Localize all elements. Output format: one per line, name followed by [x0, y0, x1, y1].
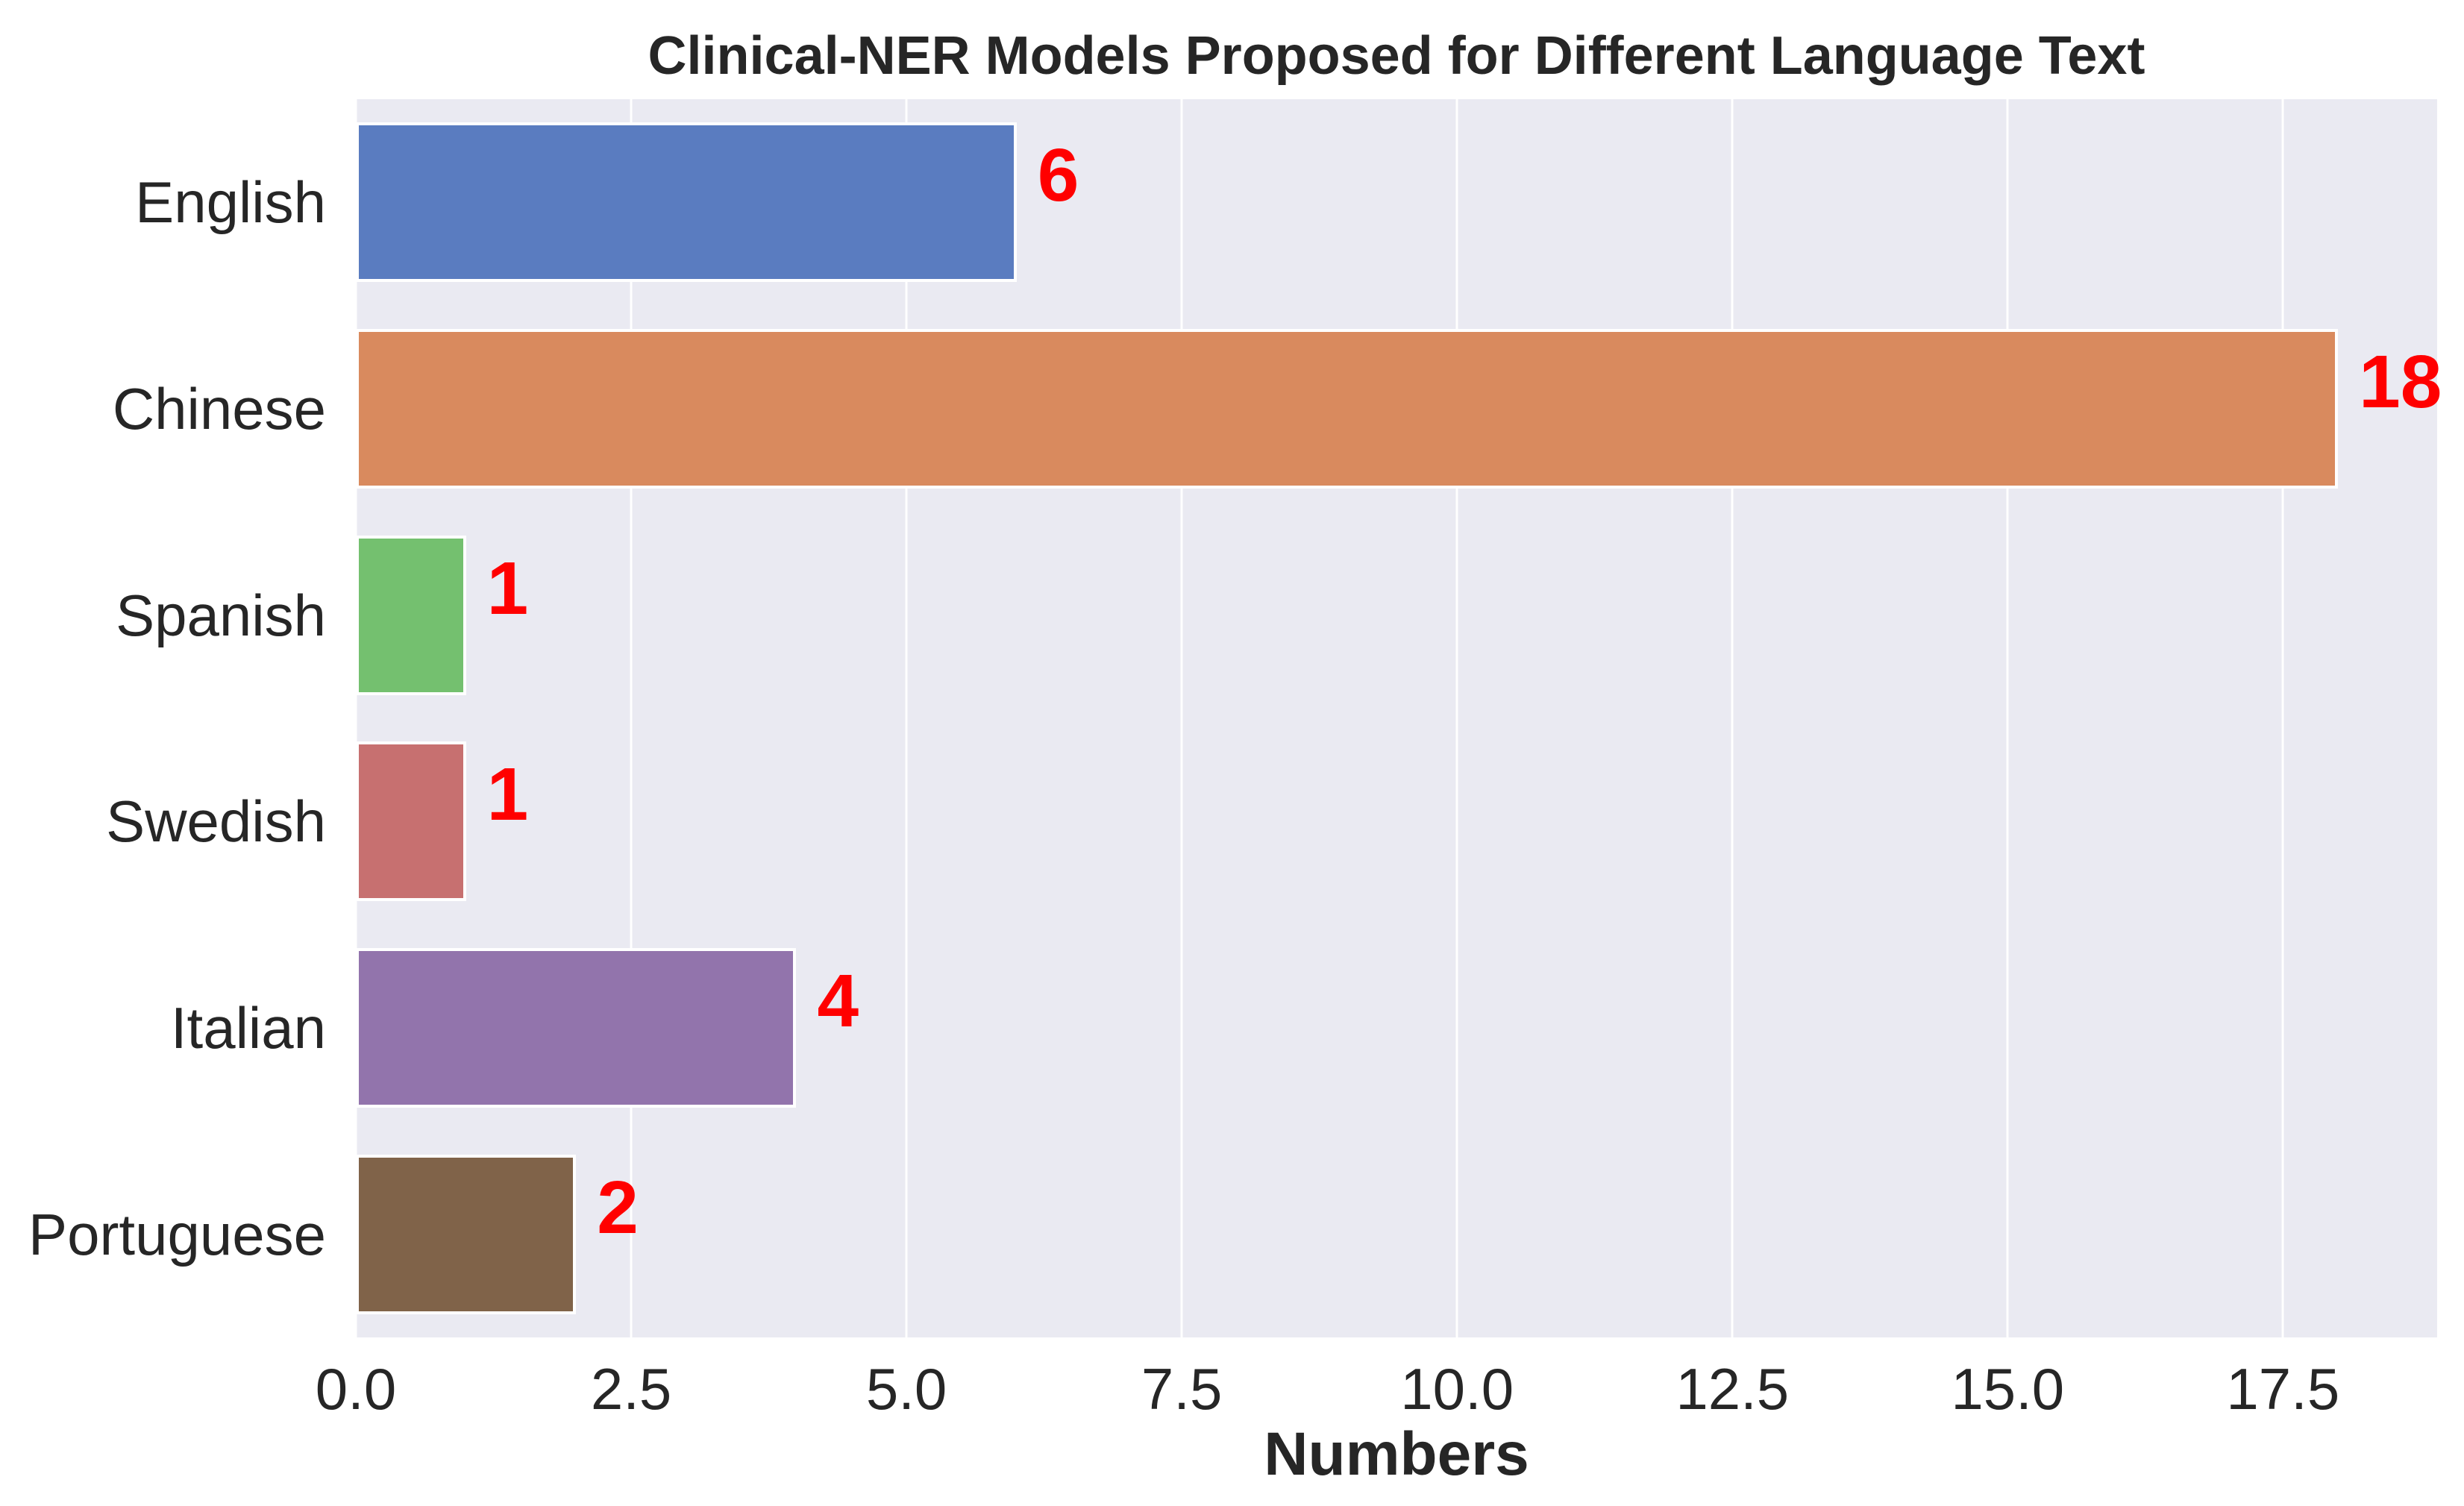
gridline [905, 99, 908, 1337]
x-tick-label: 5.0 [865, 1356, 947, 1422]
x-tick-label: 15.0 [1951, 1356, 2065, 1422]
bar-spanish [356, 535, 466, 695]
gridline [354, 99, 357, 1337]
bar-italian [356, 948, 797, 1108]
chart-title: Clinical-NER Models Proposed for Differe… [648, 26, 2145, 86]
y-tick-label: Chinese [112, 376, 326, 442]
gridline [630, 99, 633, 1337]
gridline [1180, 99, 1183, 1337]
bar-english [356, 122, 1017, 283]
value-label: 2 [597, 1165, 639, 1249]
x-tick-label: 12.5 [1675, 1356, 1790, 1422]
y-tick-label: English [135, 169, 326, 236]
x-tick-label: 7.5 [1141, 1356, 1223, 1422]
y-tick-label: Italian [170, 995, 326, 1061]
bar-chinese [356, 329, 2339, 489]
y-tick-label: Swedish [106, 788, 326, 855]
value-label: 6 [1037, 134, 1079, 218]
y-tick-label: Spanish [116, 582, 326, 648]
gridline [2281, 99, 2284, 1337]
value-label: 18 [2359, 340, 2442, 424]
value-label: 1 [486, 546, 529, 630]
x-tick-label: 0.0 [315, 1356, 397, 1422]
gridline [2006, 99, 2009, 1337]
x-tick-label: 2.5 [590, 1356, 672, 1422]
value-label: 1 [486, 753, 529, 837]
x-axis-label: Numbers [1264, 1420, 1529, 1488]
x-tick-label: 17.5 [2226, 1356, 2340, 1422]
value-label: 4 [817, 959, 859, 1043]
bar-portuguese [356, 1154, 577, 1314]
x-tick-label: 10.0 [1400, 1356, 1514, 1422]
gridline [1455, 99, 1458, 1337]
gridline [1731, 99, 1734, 1337]
bar-swedish [356, 741, 466, 902]
plot-area [354, 99, 2437, 1337]
y-tick-label: Portuguese [28, 1201, 326, 1267]
